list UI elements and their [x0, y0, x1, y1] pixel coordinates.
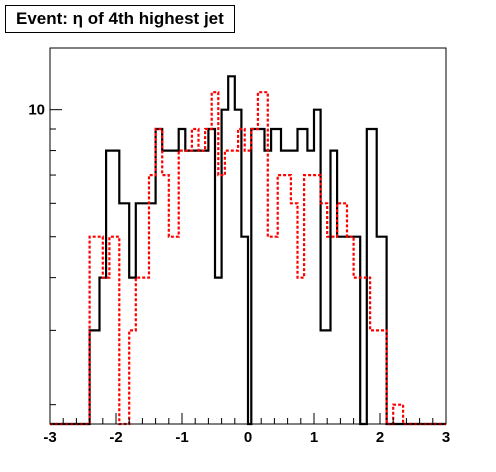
x-tick-label: 3 — [442, 429, 450, 446]
ticks-layer: -3 -2 -1 0 1 2 3 10 — [28, 102, 450, 446]
series-solid-line — [50, 75, 446, 426]
y-tick-label: 10 — [28, 102, 45, 119]
chart-title: Event: η of 4th highest jet — [5, 5, 235, 33]
x-tick-label: -1 — [175, 429, 188, 446]
x-tick-label: 1 — [310, 429, 318, 446]
x-tick-label: 2 — [376, 429, 384, 446]
series-dotted-line — [50, 91, 446, 426]
series-layer — [50, 75, 446, 426]
x-tick-label: 0 — [244, 429, 252, 446]
x-tick-label: -3 — [43, 429, 56, 446]
x-tick-label: -2 — [109, 429, 122, 446]
